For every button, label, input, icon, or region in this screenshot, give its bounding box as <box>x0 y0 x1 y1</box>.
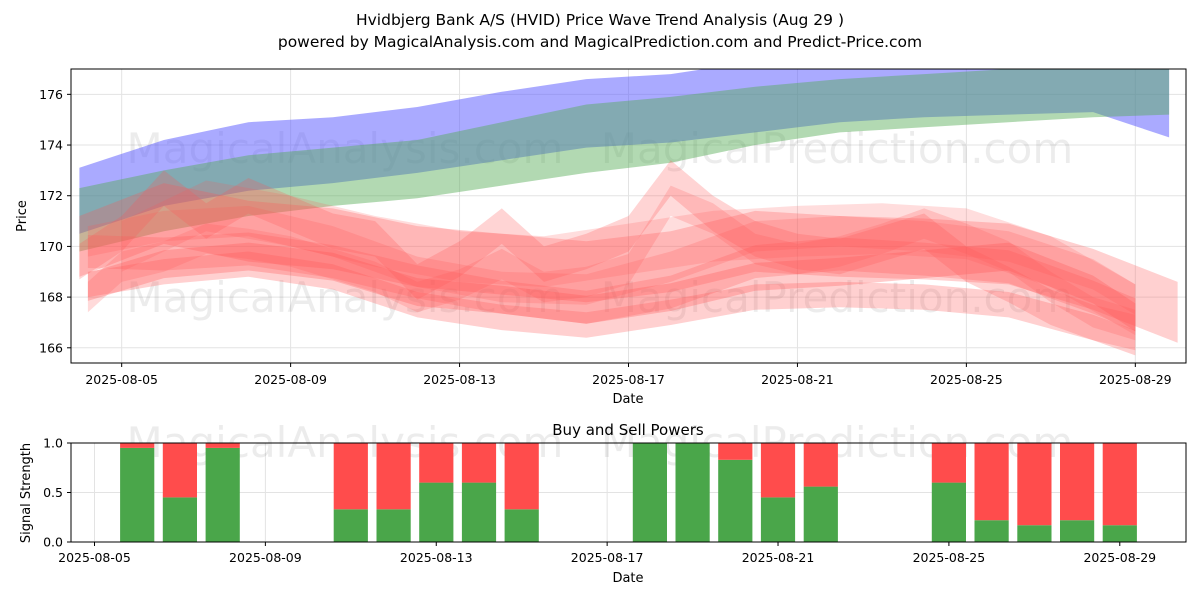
price-y-tick-label: 172 <box>39 188 63 203</box>
price-y-tick-label: 170 <box>39 239 63 254</box>
red-wave-band-7 <box>87 205 1136 315</box>
red-wave-band-1 <box>79 183 1178 343</box>
signal-x-tick-label: 2025-08-09 <box>229 550 302 565</box>
sell-bar <box>1102 443 1137 526</box>
price-panel: MagicalAnalysis.com MagicalPrediction.co… <box>15 68 1187 407</box>
price-x-tick-label: 2025-08-05 <box>85 372 158 387</box>
signal-x-tick-label: 2025-08-05 <box>58 550 131 565</box>
chart-subtitle: powered by MagicalAnalysis.com and Magic… <box>278 33 922 51</box>
buy-bar <box>1060 520 1095 542</box>
price-x-axis-label: Date <box>612 392 643 407</box>
signal-x-axis: 2025-08-05 2025-08-09 2025-08-13 2025-08-17… <box>58 542 1156 565</box>
buy-bar <box>931 482 966 542</box>
price-y-tick-label: 176 <box>39 87 63 102</box>
buy-bar <box>632 443 667 542</box>
sell-bar <box>376 443 411 510</box>
price-x-tick-label: 2025-08-21 <box>761 372 834 387</box>
buy-bar <box>376 509 411 542</box>
price-y-tick-label: 168 <box>39 290 63 305</box>
sell-bar <box>803 443 838 487</box>
signal-panel-title: Buy and Sell Powers <box>552 421 704 439</box>
buy-bar <box>120 447 155 542</box>
signal-bars <box>120 443 1137 542</box>
sell-bar <box>120 443 155 448</box>
signal-x-tick-label: 2025-08-21 <box>742 550 815 565</box>
price-x-axis: 2025-08-05 2025-08-09 2025-08-13 2025-08-17… <box>85 363 1172 387</box>
signal-x-axis-label: Date <box>612 571 643 586</box>
sell-bar <box>461 443 497 483</box>
signal-x-tick-label: 2025-08-13 <box>400 550 473 565</box>
price-x-tick-label: 2025-08-09 <box>254 372 327 387</box>
price-x-tick-label: 2025-08-17 <box>592 372 665 387</box>
signal-y-tick-label: 1.0 <box>43 436 63 451</box>
green-band-area <box>79 69 1170 252</box>
sell-bar <box>974 443 1009 521</box>
buy-bar <box>333 509 368 542</box>
price-y-tick-label: 174 <box>39 138 63 153</box>
signal-x-tick-label: 2025-08-17 <box>571 550 644 565</box>
red-wave-band-6 <box>87 251 1136 356</box>
buy-bar <box>419 482 454 542</box>
blue-band-area <box>79 69 1170 234</box>
red-wave-band-5 <box>87 232 1136 332</box>
sell-bar <box>205 443 240 448</box>
sell-bar <box>333 443 368 510</box>
sell-bar <box>504 443 539 510</box>
signal-y-tick-label: 0.5 <box>43 485 63 500</box>
signal-x-tick-label: 2025-08-29 <box>1083 550 1156 565</box>
price-y-axis-label: Price <box>15 200 30 232</box>
red-wave-band-4 <box>87 242 1136 332</box>
sell-bar <box>1060 443 1095 521</box>
buy-bar <box>974 520 1009 542</box>
buy-bar <box>1017 525 1052 542</box>
buy-bar <box>1102 525 1137 542</box>
buy-bar <box>675 443 710 542</box>
sell-bar <box>1017 443 1052 526</box>
price-x-tick-label: 2025-08-29 <box>1099 372 1172 387</box>
buy-bar <box>803 486 838 542</box>
sell-bar <box>931 443 966 483</box>
red-wave-band-3 <box>87 185 1136 341</box>
price-y-axis: 166 168 170 172 174 176 <box>39 87 71 355</box>
sell-bar <box>760 443 796 498</box>
signal-panel: Buy and Sell Powers MagicalAnalysis.com … <box>19 418 1187 586</box>
chart-title: Hvidbjerg Bank A/S (HVID) Price Wave Tre… <box>356 11 844 29</box>
signal-y-axis: 0.0 0.5 1.0 <box>43 436 71 550</box>
buy-bar <box>461 482 497 542</box>
buy-bar <box>205 447 240 542</box>
buy-bar <box>760 497 796 542</box>
watermark-magicalanalysis-lower: MagicalAnalysis.com <box>127 273 564 322</box>
red-wave-band-2 <box>79 160 1136 351</box>
signal-y-tick-label: 0.0 <box>43 535 63 550</box>
sell-bar <box>162 443 197 498</box>
signal-x-tick-label: 2025-08-25 <box>913 550 986 565</box>
sell-bar <box>419 443 454 483</box>
signal-y-axis-label: Signal Strength <box>19 443 34 543</box>
buy-bar <box>504 509 539 542</box>
sell-bar <box>718 443 753 460</box>
price-bands <box>79 69 1178 356</box>
price-y-tick-label: 166 <box>39 340 63 355</box>
buy-bar <box>718 459 753 542</box>
red-wave-band-8 <box>121 180 1136 336</box>
price-x-tick-label: 2025-08-13 <box>423 372 496 387</box>
buy-bar <box>162 497 197 542</box>
watermark-magicalprediction-lower: MagicalPrediction.com <box>601 273 1074 322</box>
price-x-tick-label: 2025-08-25 <box>930 372 1003 387</box>
